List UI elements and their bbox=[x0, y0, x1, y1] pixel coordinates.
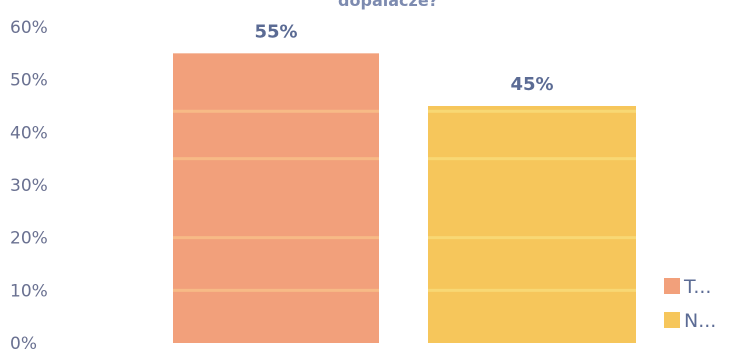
y-tick-label: 10% bbox=[10, 281, 48, 301]
bar-second bbox=[428, 106, 636, 343]
y-axis: 0% 10% 20% 30% 40% 50% 60% bbox=[10, 18, 48, 354]
y-tick-label: 20% bbox=[10, 229, 48, 249]
legend-swatch bbox=[664, 312, 680, 328]
legend-swatch bbox=[664, 278, 680, 294]
y-tick-label: 40% bbox=[10, 123, 48, 143]
bar-stripe bbox=[173, 288, 379, 292]
y-tick-label: 60% bbox=[10, 18, 48, 38]
data-label: 45% bbox=[510, 74, 553, 95]
bar-stripe bbox=[428, 157, 636, 161]
chart-title: dopalacze? bbox=[338, 0, 438, 10]
bar-stripe bbox=[428, 109, 636, 113]
data-labels: 55% 45% bbox=[254, 21, 553, 95]
bar-stripe bbox=[173, 109, 379, 113]
legend-label: T... bbox=[683, 276, 711, 298]
legend: T... N... bbox=[664, 276, 716, 332]
bar-stripe bbox=[173, 236, 379, 240]
y-tick-label: 0% bbox=[10, 334, 37, 354]
bar-first bbox=[173, 53, 379, 343]
legend-label: N... bbox=[684, 310, 716, 332]
bar-stripe bbox=[173, 157, 379, 161]
bar-stripe bbox=[428, 236, 636, 240]
bar-stripe bbox=[428, 288, 636, 292]
y-tick-label: 50% bbox=[10, 71, 48, 91]
y-tick-label: 30% bbox=[10, 176, 48, 196]
data-label: 55% bbox=[254, 21, 297, 42]
bars bbox=[173, 53, 636, 343]
